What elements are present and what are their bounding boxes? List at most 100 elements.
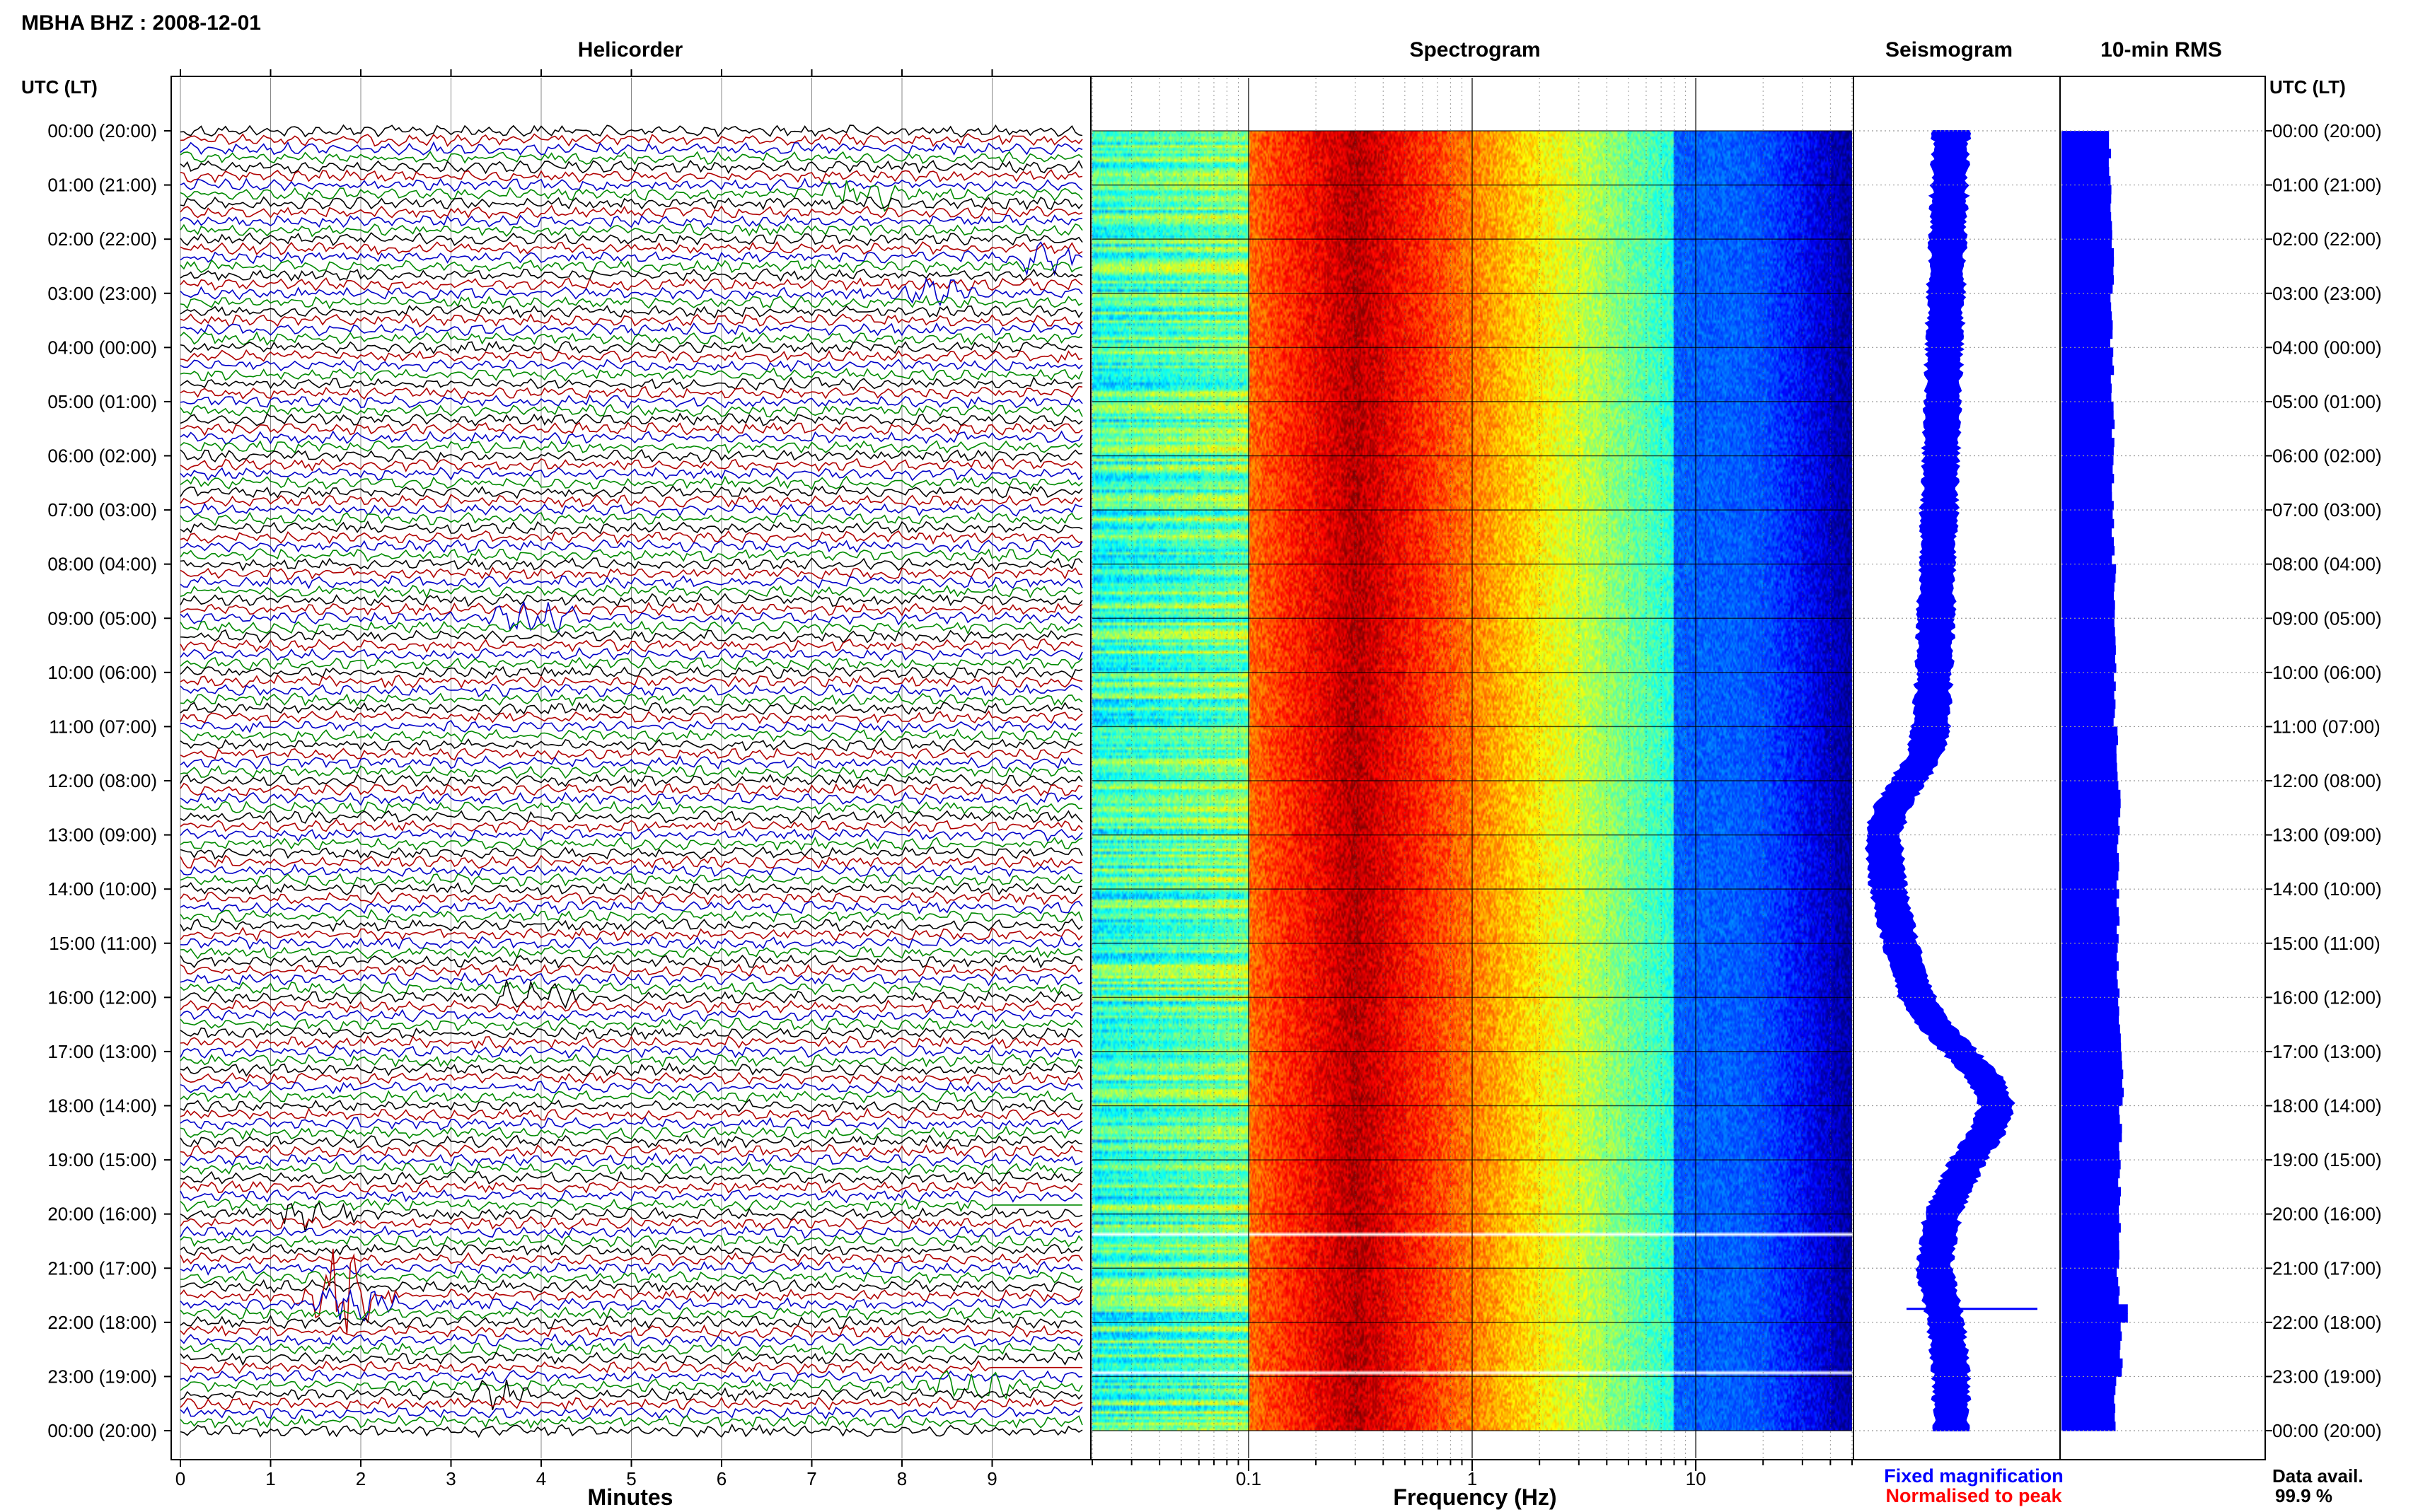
time-label-right: 06:00 (02:00): [2272, 446, 2382, 467]
rms-bar: [2061, 293, 2111, 303]
helicorder-trace: [180, 241, 1083, 277]
helicorder-trace: [180, 1053, 1083, 1068]
rms-bar: [2061, 1268, 2117, 1278]
rms-bar: [2061, 302, 2112, 312]
helicorder-trace: [180, 972, 1083, 987]
rms-bar: [2061, 1376, 2117, 1386]
helicorder-trace: [180, 1351, 1083, 1366]
rms-bar: [2061, 916, 2120, 926]
helicorder-trace: [180, 979, 1083, 1009]
rms-bar: [2061, 1160, 2121, 1170]
helicorder-trace: [180, 1279, 1083, 1293]
rms-bar: [2061, 419, 2115, 429]
helicorder-trace: [180, 1342, 1083, 1356]
helicorder-trace: [180, 485, 1083, 499]
helicorder-trace: [180, 494, 1083, 508]
helicorder-trace: [180, 827, 1083, 842]
rms-bar: [2061, 175, 2111, 186]
helicorder-trace: [180, 583, 1083, 599]
rms-bar: [2061, 1196, 2120, 1206]
rms-bar: [2061, 717, 2114, 728]
rms-bar: [2061, 239, 2112, 249]
helicorder-trace: [180, 954, 1083, 969]
helicorder-trace: [180, 1081, 1083, 1095]
rms-bar: [2061, 356, 2113, 366]
helicorder-trace: [180, 1396, 1083, 1411]
helicorder-trace: [180, 124, 1083, 138]
rms-bar: [2061, 672, 2115, 682]
rms-bar: [2061, 925, 2117, 935]
helicorder-trace: [180, 601, 1083, 617]
helicorder-trace: [180, 412, 1083, 427]
time-label-right: 13:00 (09:00): [2272, 825, 2382, 846]
helicorder-trace: [180, 882, 1083, 897]
rms-bar: [2061, 1385, 2116, 1395]
rms-bar: [2061, 149, 2112, 158]
rms-bar: [2061, 1187, 2122, 1197]
time-label-right: 05:00 (01:00): [2272, 391, 2382, 412]
helicorder-trace: [180, 232, 1083, 247]
rms-bar: [2061, 1286, 2120, 1296]
rms-bar: [2061, 1033, 2121, 1043]
spectrogram-xlabel: Frequency (Hz): [1393, 1484, 1556, 1510]
rms-bar: [2061, 401, 2114, 412]
helicorder-trace: [180, 1333, 1083, 1348]
helicorder-trace: [180, 863, 1083, 878]
rms-bar: [2061, 185, 2112, 194]
time-label-left: 05:00 (01:00): [47, 391, 157, 412]
helicorder-trace: [180, 1044, 1083, 1059]
helicorder-trace: [180, 277, 1083, 307]
rms-bar: [2061, 1051, 2122, 1062]
rms-bar: [2061, 392, 2112, 402]
rms-bar: [2061, 1412, 2115, 1422]
rms-bar: [2061, 1223, 2121, 1233]
rms-bar: [2061, 1358, 2123, 1368]
helicorder-trace: [180, 1125, 1083, 1141]
helicorder-trace: [180, 566, 1082, 581]
time-label-left: 09:00 (05:00): [47, 607, 157, 629]
rms-bar: [2061, 1295, 2119, 1305]
rms-bar: [2061, 1394, 2115, 1405]
helicorder-trace: [180, 1202, 1083, 1233]
helicorder-trace: [180, 801, 1083, 815]
rms-bar: [2061, 1060, 2122, 1071]
rms-bar: [2061, 681, 2116, 691]
helicorder-trace: [180, 1269, 1083, 1284]
helicorder-trace: [180, 810, 1083, 824]
time-label-right: 20:00 (16:00): [2272, 1204, 2382, 1225]
helicorder-trace: [180, 1405, 1083, 1420]
helicorder-trace: [180, 946, 1083, 960]
helicorder-tick-label: 5: [626, 1468, 636, 1489]
helicorder-trace: [180, 702, 1083, 716]
helicorder-trace: [180, 548, 1083, 562]
helicorder-tick-label: 7: [806, 1468, 816, 1489]
time-label-right: 17:00 (13:00): [2272, 1041, 2382, 1062]
helicorder-trace: [180, 773, 1083, 789]
helicorder-tick-label: 2: [356, 1468, 366, 1489]
time-label-left: 22:00 (18:00): [47, 1312, 157, 1333]
time-label-right: 16:00 (12:00): [2272, 987, 2382, 1008]
rms-bar: [2061, 591, 2114, 601]
helicorder-tick-label: 9: [987, 1468, 997, 1489]
rms-bar: [2061, 554, 2112, 565]
rms-bar: [2061, 997, 2119, 1007]
helicorder-trace: [180, 196, 1083, 211]
helicorder-tick-label: 4: [536, 1468, 546, 1489]
helicorder-trace: [180, 240, 1083, 256]
helicorder-trace: [180, 1252, 1083, 1267]
seismogram-envelope: [1864, 130, 2015, 1431]
rms-bar: [2061, 1313, 2128, 1323]
helicorder-trace: [180, 629, 1083, 644]
time-label-right: 21:00 (17:00): [2272, 1257, 2382, 1279]
rms-bar: [2061, 970, 2117, 980]
helicorder-tick-label: 0: [175, 1468, 185, 1489]
rms-bar: [2061, 663, 2117, 673]
helicorder-trace: [180, 502, 1083, 517]
rms-bar: [2061, 871, 2119, 880]
helicorder-trace: [180, 359, 1083, 373]
helicorder-trace: [180, 1287, 1083, 1322]
rms-bar: [2061, 1042, 2122, 1052]
helicorder-trace: [180, 268, 1083, 282]
time-label-left: 03:00 (23:00): [47, 283, 157, 304]
helicorder-trace: [180, 458, 1083, 472]
